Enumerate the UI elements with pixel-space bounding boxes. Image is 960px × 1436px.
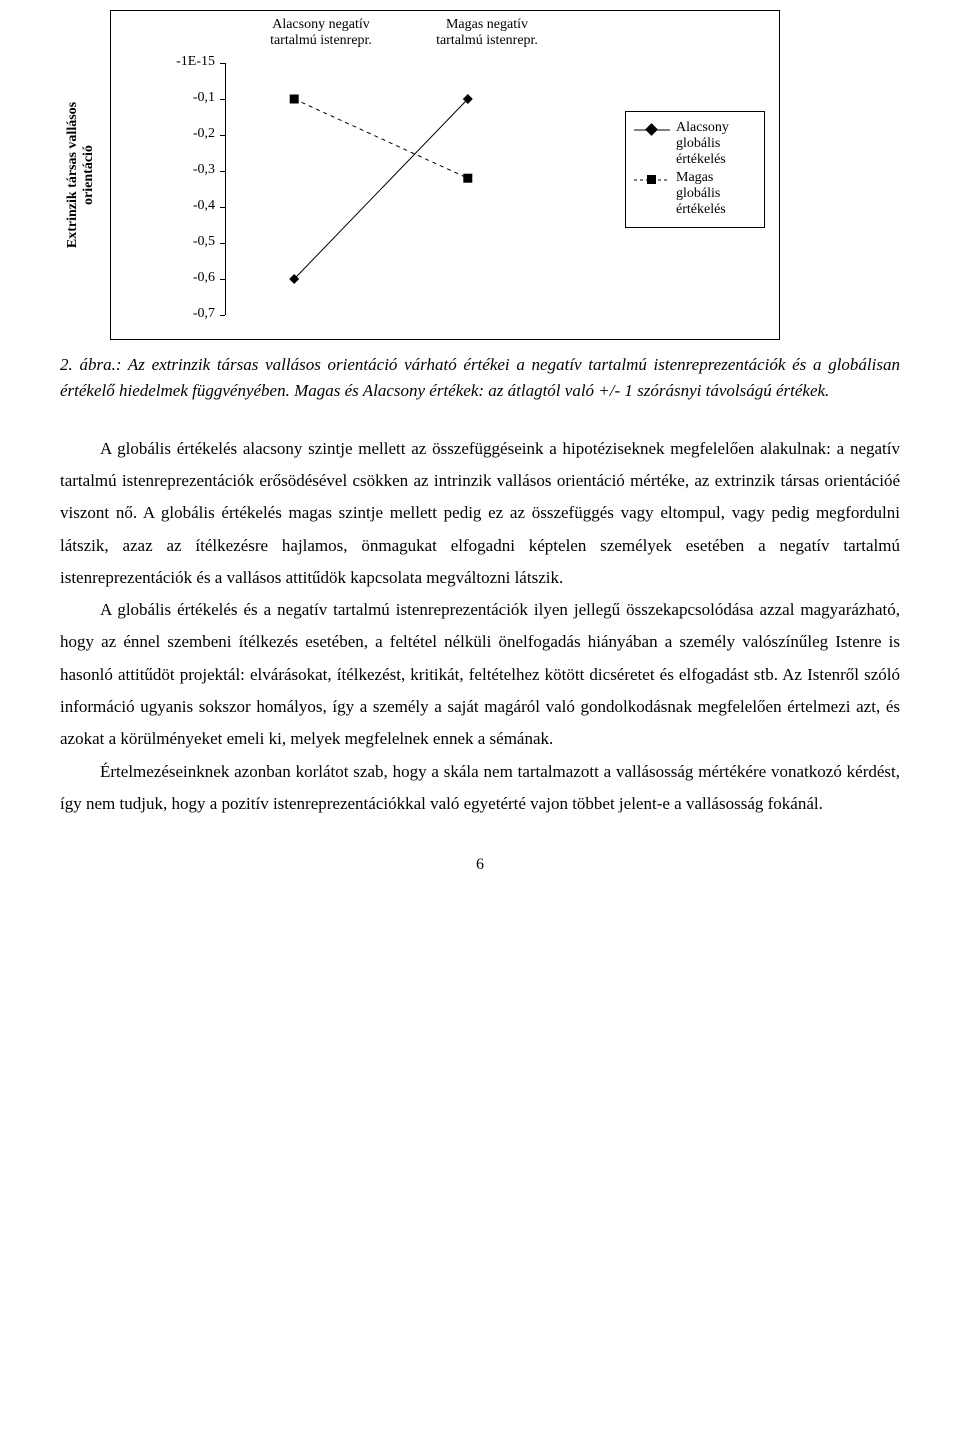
y-tick-3: -0,3	[171, 162, 215, 178]
y-axis-title-line1: Extrinzik társas vallásos	[65, 102, 80, 248]
plot-area	[225, 63, 535, 315]
paragraph-0: A globális értékelés alacsony szintje me…	[60, 433, 900, 594]
figure-caption: 2. ábra.: Az extrinzik társas vallásos o…	[60, 352, 900, 405]
caption-text: Az extrinzik társas vallásos orientáció …	[60, 355, 900, 400]
square-icon	[647, 175, 656, 184]
chart-legend: Alacsony globális értékelés Magas globál…	[625, 111, 765, 228]
paragraph-1: A globális értékelés és a negatív tartal…	[60, 594, 900, 755]
chart-container: Extrinzik társas vallásos orientáció Ala…	[110, 10, 780, 340]
y-tick-6: -0,6	[171, 270, 215, 286]
legend-label-1: Magas globális értékelés	[676, 170, 756, 218]
y-tick-2: -0,2	[171, 126, 215, 142]
y-tick-1: -0,1	[171, 90, 215, 106]
y-tick-0: -1E-15	[171, 54, 215, 70]
legend-row-1: Magas globális értékelés	[634, 170, 756, 218]
y-tick-5: -0,5	[171, 234, 215, 250]
page-number: 6	[60, 856, 900, 874]
legend-label-0: Alacsony globális értékelés	[676, 120, 756, 168]
x-category-0: Alacsony negatív tartalmú istenrepr.	[241, 17, 401, 49]
caption-label: 2. ábra.:	[60, 355, 121, 374]
y-axis-title-line2: orientáció	[81, 145, 96, 205]
body-text: A globális értékelés alacsony szintje me…	[60, 433, 900, 821]
plot-svg	[226, 63, 536, 315]
legend-swatch-1	[634, 173, 670, 187]
legend-swatch-0	[634, 123, 670, 137]
legend-row-0: Alacsony globális értékelés	[634, 120, 756, 168]
y-tick-4: -0,4	[171, 198, 215, 214]
y-tick-7: -0,7	[171, 306, 215, 322]
x-category-1: Magas negatív tartalmú istenrepr.	[407, 17, 567, 49]
paragraph-2: Értelmezéseinknek azonban korlátot szab,…	[60, 756, 900, 821]
y-axis-title: Extrinzik társas vallásos orientáció	[65, 75, 97, 275]
y-tick-mark-7	[220, 315, 225, 316]
